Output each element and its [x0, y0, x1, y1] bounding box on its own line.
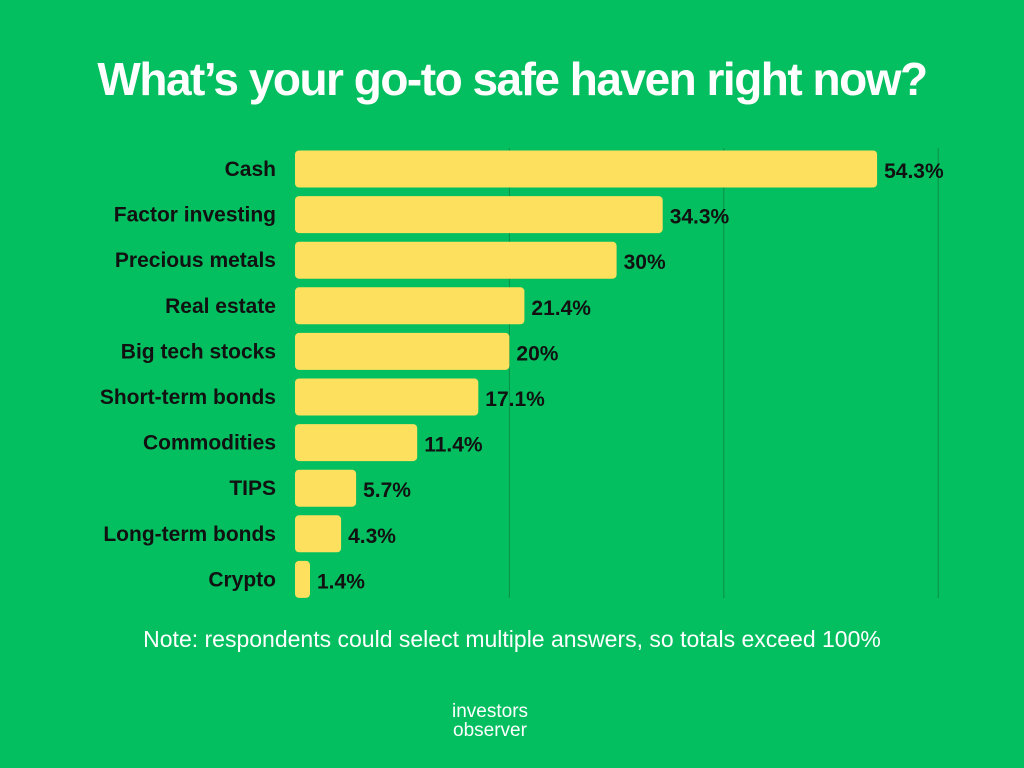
category-label: Short-term bonds	[100, 386, 276, 409]
category-label: Real estate	[165, 295, 276, 318]
logo-line-1: investors	[452, 701, 529, 722]
value-label: 21.4%	[531, 297, 591, 320]
chart-title: What’s your go-to safe haven right now?	[97, 53, 928, 105]
value-label: 4.3%	[348, 525, 396, 548]
category-label: Crypto	[208, 568, 276, 591]
value-label: 54.3%	[884, 160, 944, 183]
bar	[295, 424, 418, 462]
bar	[295, 150, 878, 188]
value-label: 5.7%	[363, 479, 411, 502]
category-label: Commodities	[143, 432, 276, 455]
bar	[295, 515, 342, 553]
category-label: Big tech stocks	[121, 340, 276, 363]
bar	[295, 241, 617, 279]
value-label: 34.3%	[670, 206, 730, 229]
bar	[295, 469, 357, 507]
logo-line-2: observer	[453, 720, 527, 741]
bar	[295, 196, 663, 234]
footnote: Note: respondents could select multiple …	[143, 626, 881, 652]
category-label: Long-term bonds	[103, 523, 276, 546]
category-label: Cash	[225, 158, 276, 181]
category-label: TIPS	[229, 477, 276, 500]
brand-logo: investors observer	[452, 702, 528, 740]
value-label: 17.1%	[485, 388, 545, 411]
value-label: 30%	[624, 251, 666, 274]
bar	[295, 332, 510, 370]
bar	[295, 287, 525, 325]
value-label: 20%	[516, 342, 558, 365]
bar	[295, 560, 311, 598]
value-label: 11.4%	[424, 434, 483, 457]
category-label: Precious metals	[115, 249, 276, 272]
value-label: 1.4%	[317, 570, 365, 593]
bar	[295, 378, 479, 416]
category-label: Factor investing	[114, 204, 276, 227]
